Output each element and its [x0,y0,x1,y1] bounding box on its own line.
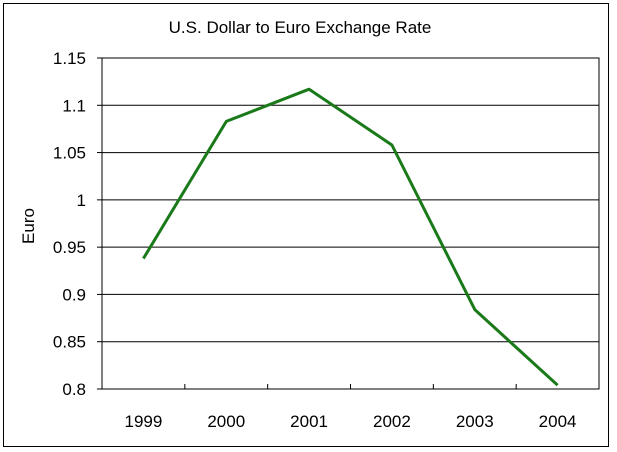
y-tick-label: 1.1 [62,96,86,115]
y-axis-label: Euro [19,208,38,244]
y-tick-label: 1.15 [53,49,86,68]
x-tick-label: 2003 [456,412,494,431]
y-axis-ticks: 0.8 0.85 0.9 0.95 1 1.05 1.1 1.15 [53,49,102,399]
y-tick-label: 1.05 [53,144,86,163]
x-tick-label: 1999 [125,412,163,431]
y-tick-label: 0.85 [53,333,86,352]
x-tick-label: 2001 [290,412,328,431]
series-group [142,87,559,387]
series-line [142,87,559,387]
x-tick-label: 2002 [373,412,411,431]
chart-frame [3,3,609,447]
x-tick-label: 2000 [207,412,245,431]
x-tick-label: 2004 [539,412,577,431]
y-tick-label: 0.8 [62,380,86,399]
gridlines [102,57,599,390]
x-axis-ticks: 1999 2000 2001 2002 2003 2004 [125,384,577,431]
chart-title: U.S. Dollar to Euro Exchange Rate [169,18,432,37]
y-tick-label: 0.9 [62,285,86,304]
plot-area [101,57,600,390]
y-tick-label: 0.95 [53,238,86,257]
y-tick-label: 1 [77,191,86,210]
